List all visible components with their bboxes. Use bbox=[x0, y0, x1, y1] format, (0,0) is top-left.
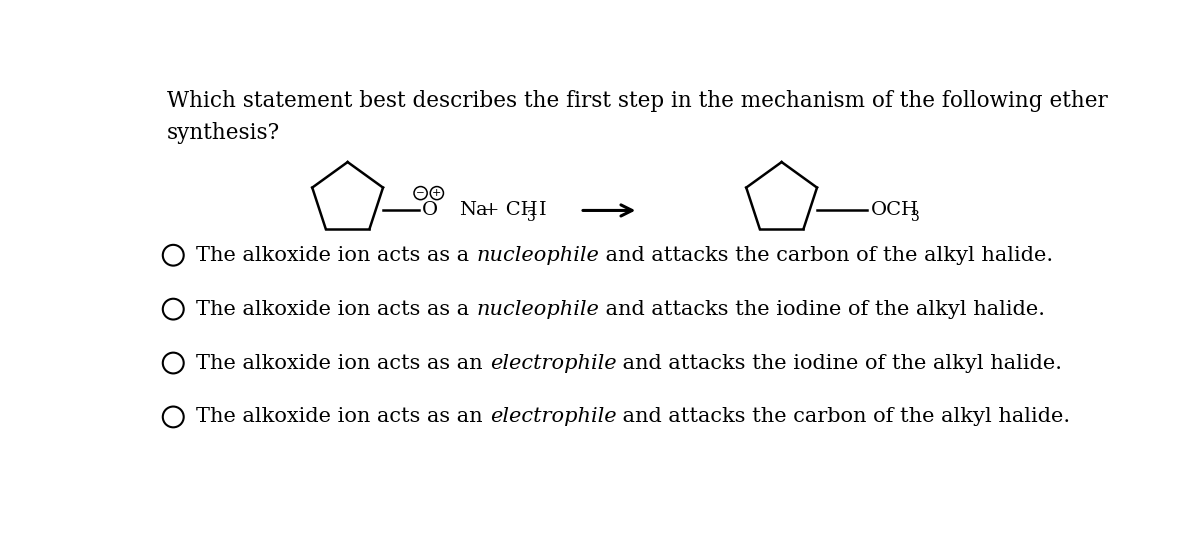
Text: The alkoxide ion acts as a: The alkoxide ion acts as a bbox=[197, 246, 476, 264]
Text: electrophile: electrophile bbox=[490, 353, 617, 372]
Text: +: + bbox=[432, 188, 442, 198]
Text: 3: 3 bbox=[911, 210, 920, 224]
Text: and attacks the carbon of the alkyl halide.: and attacks the carbon of the alkyl hali… bbox=[599, 246, 1054, 264]
Text: nucleophile: nucleophile bbox=[476, 246, 599, 264]
Text: electrophile: electrophile bbox=[490, 408, 617, 427]
Text: The alkoxide ion acts as an: The alkoxide ion acts as an bbox=[197, 408, 490, 427]
Text: Na: Na bbox=[458, 202, 487, 220]
Text: −: − bbox=[416, 189, 425, 198]
Text: O: O bbox=[421, 202, 438, 220]
Text: The alkoxide ion acts as a: The alkoxide ion acts as a bbox=[197, 300, 476, 319]
Text: nucleophile: nucleophile bbox=[476, 300, 599, 319]
Text: 3: 3 bbox=[527, 210, 535, 224]
Text: + CH: + CH bbox=[484, 202, 538, 220]
Text: synthesis?: synthesis? bbox=[167, 122, 280, 144]
Text: I: I bbox=[539, 202, 547, 220]
Text: OCH: OCH bbox=[871, 202, 919, 220]
Text: The alkoxide ion acts as an: The alkoxide ion acts as an bbox=[197, 353, 490, 372]
Text: and attacks the carbon of the alkyl halide.: and attacks the carbon of the alkyl hali… bbox=[617, 408, 1070, 427]
Text: Which statement best describes the first step in the mechanism of the following : Which statement best describes the first… bbox=[167, 89, 1108, 112]
Text: and attacks the iodine of the alkyl halide.: and attacks the iodine of the alkyl hali… bbox=[599, 300, 1045, 319]
Text: and attacks the iodine of the alkyl halide.: and attacks the iodine of the alkyl hali… bbox=[617, 353, 1062, 372]
